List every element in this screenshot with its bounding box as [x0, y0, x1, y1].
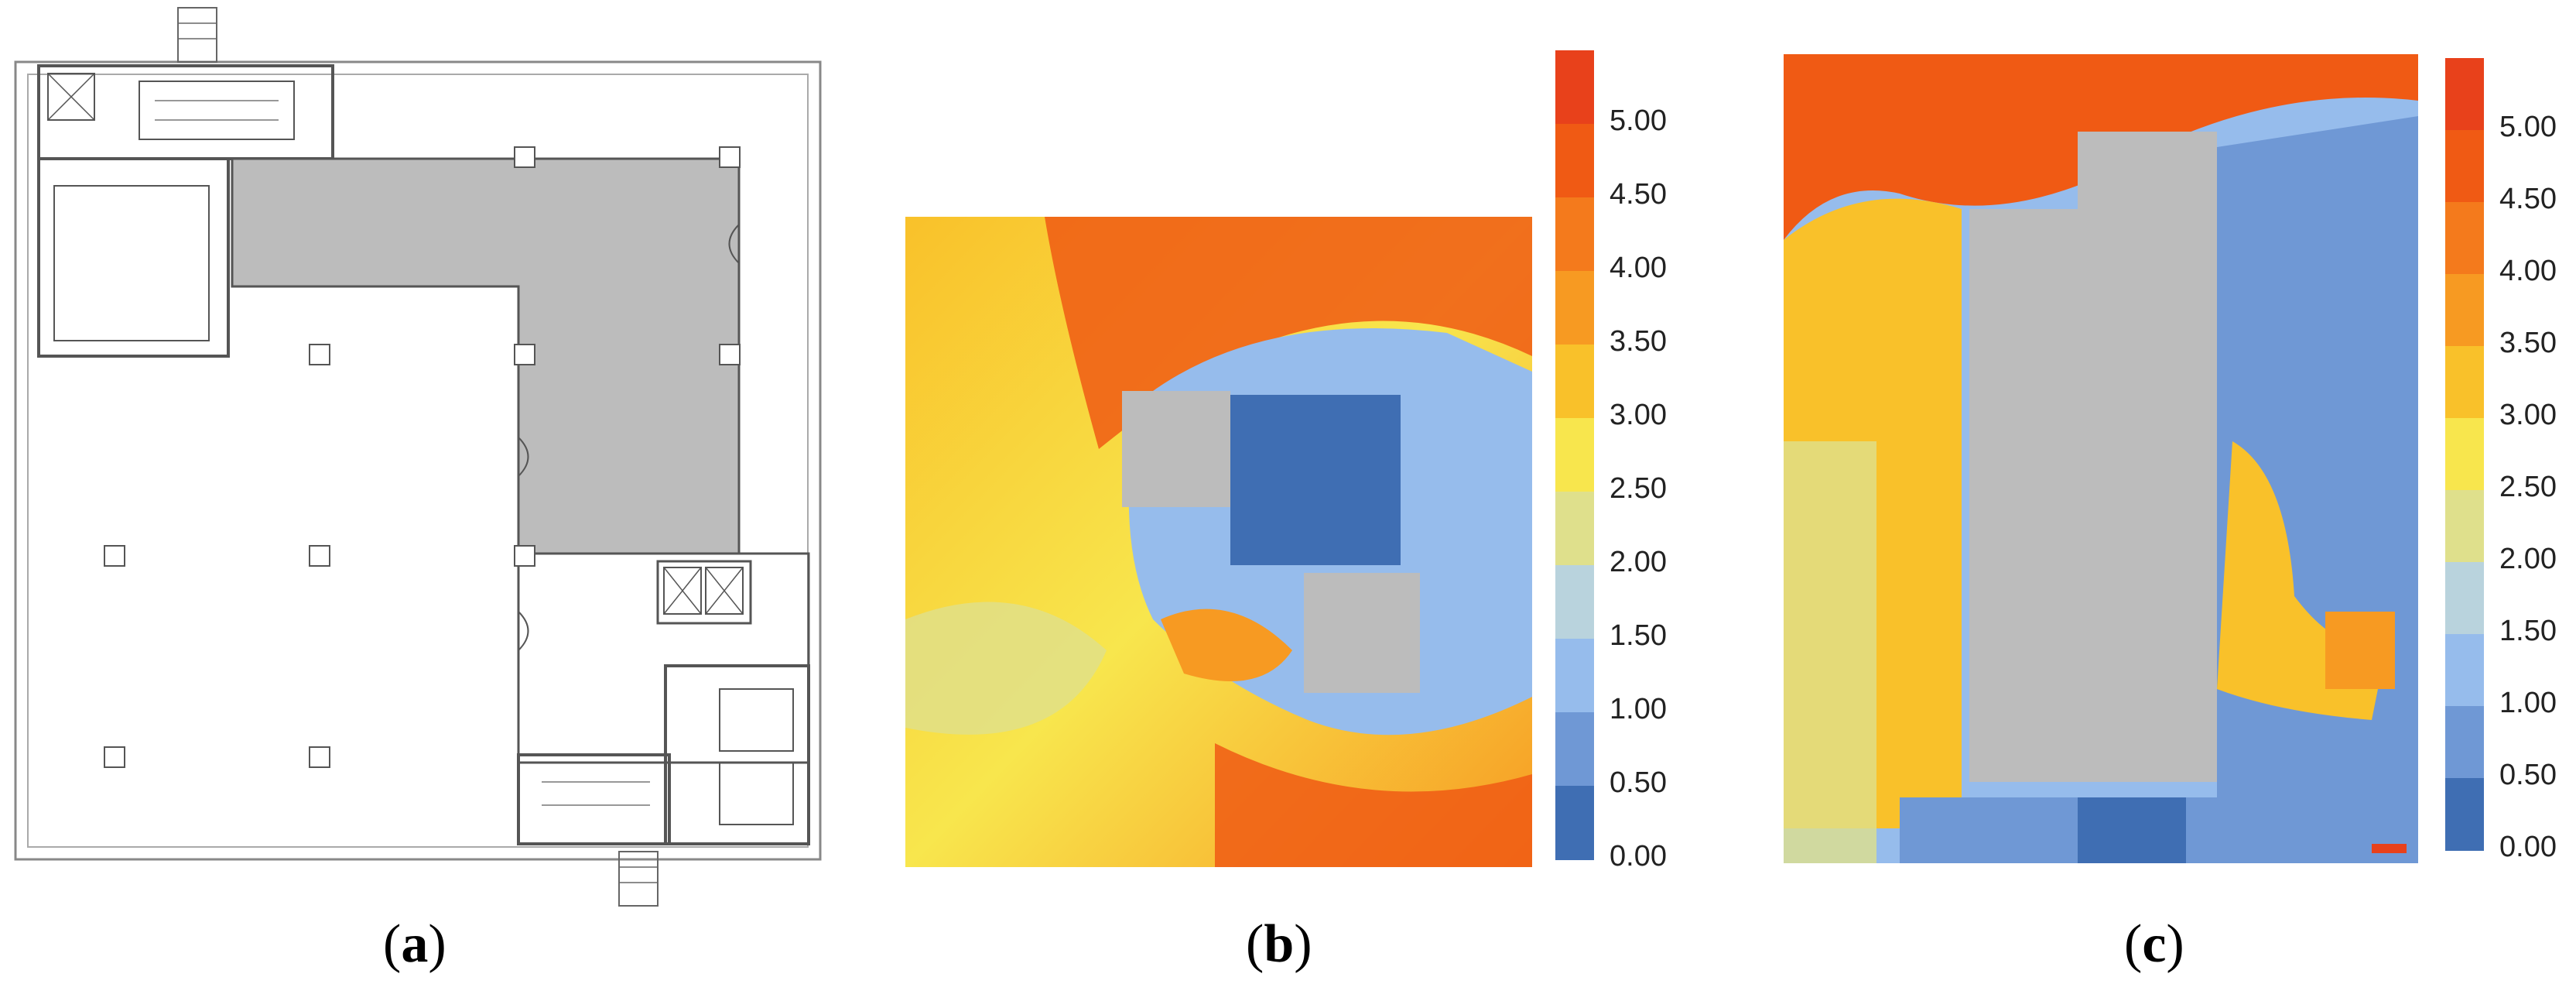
colorbar-segment — [1555, 418, 1594, 492]
colorbar-segment — [2445, 634, 2484, 707]
panel-a-floor-plan — [0, 0, 851, 914]
colorbar-b: 5.00 4.50 4.00 3.50 3.00 2.50 2.00 1.50 1.00 0.50… — [1555, 46, 1710, 883]
colorbar-tick-label: 5.00 — [2499, 111, 2557, 143]
colorbar-tick-label: 4.50 — [1610, 178, 1667, 211]
panel-c-wind-map — [1784, 54, 2418, 863]
colorbar-segment — [2445, 346, 2484, 419]
colorbar-tick-label: 2.00 — [1610, 546, 1667, 578]
colorbar-segment — [1555, 50, 1594, 125]
colorbar-tick-label: 4.50 — [2499, 183, 2557, 215]
building-b1 — [1122, 391, 1230, 507]
colorbar-tick-label: 2.00 — [2499, 543, 2557, 575]
wind-map-c — [1784, 54, 2418, 863]
colorbar-tick-label: 3.00 — [2499, 399, 2557, 431]
colorbar-tick-label: 3.50 — [1610, 325, 1667, 358]
colorbar-tick-label: 0.00 — [1610, 840, 1667, 873]
colorbar-tick-label: 2.50 — [1610, 472, 1667, 505]
caption-b: (b) — [1246, 914, 1312, 974]
colorbar-tick-label: 4.00 — [2499, 255, 2557, 287]
colorbar-tick-label: 0.00 — [2499, 831, 2557, 863]
wind-map-b — [905, 217, 1532, 867]
colorbar-tick-label: 4.00 — [1610, 252, 1667, 284]
colorbar-segment — [2445, 274, 2484, 347]
building-c1 — [1969, 132, 2217, 782]
colorbar-segment — [2445, 130, 2484, 203]
colorbar-segment — [1555, 197, 1594, 272]
colorbar-tick-label: 1.50 — [1610, 619, 1667, 652]
colorbar-segment — [2445, 706, 2484, 779]
colorbar-segment — [1555, 492, 1594, 566]
floor-plan-drawing — [14, 7, 822, 907]
caption-c: (c) — [2124, 914, 2184, 974]
colorbar-segment — [1555, 639, 1594, 713]
colorbar-segment — [1555, 712, 1594, 787]
colorbar-segment — [2445, 778, 2484, 851]
colorbar-tick-label: 1.00 — [2499, 687, 2557, 719]
colorbar-segment — [2445, 490, 2484, 563]
colorbar-segment — [1555, 786, 1594, 860]
colorbar-segment — [2445, 562, 2484, 635]
building-b2 — [1304, 573, 1420, 693]
colorbar-tick-label: 1.50 — [2499, 615, 2557, 647]
colorbar-tick-label: 0.50 — [2499, 759, 2557, 791]
colorbar-segment — [2445, 58, 2484, 131]
colorbar-tick-label: 5.00 — [1610, 105, 1667, 137]
colorbar-segment — [2445, 418, 2484, 491]
colorbar-segment — [2445, 202, 2484, 275]
colorbar-segment — [1555, 345, 1594, 419]
colorbar-segment — [1555, 124, 1594, 198]
colorbar-tick-label: 3.50 — [2499, 327, 2557, 359]
colorbar-segment — [1555, 271, 1594, 345]
colorbar-tick-label: 0.50 — [1610, 766, 1667, 799]
colorbar-c: 5.00 4.50 4.00 3.50 3.00 2.50 2.00 1.50 1.00 0.50… — [2445, 54, 2576, 875]
colorbar-segment — [1555, 565, 1594, 639]
colorbar-tick-label: 1.00 — [1610, 693, 1667, 725]
colorbar-tick-label: 2.50 — [2499, 471, 2557, 503]
panel-b-wind-map — [905, 217, 1532, 867]
caption-a: (a) — [383, 914, 446, 974]
colorbar-tick-label: 3.00 — [1610, 399, 1667, 431]
